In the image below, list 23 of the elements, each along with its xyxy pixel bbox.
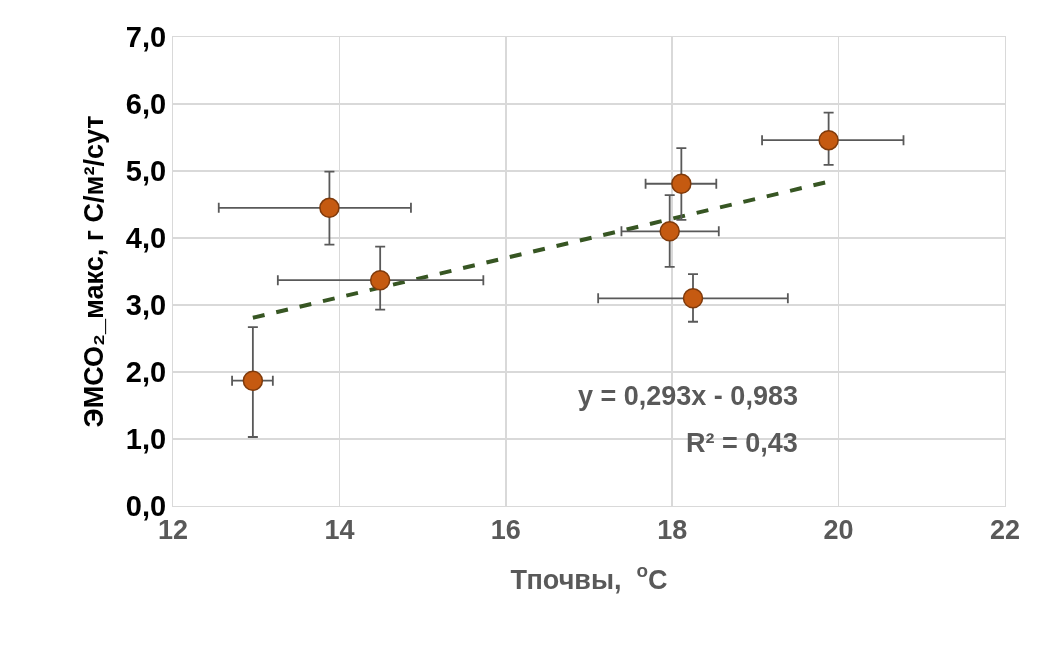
x-tick-label: 22 <box>989 515 1021 546</box>
annotation: y = 0,293x - 0,983 <box>578 381 798 411</box>
x-tick-label: 16 <box>490 515 521 546</box>
point <box>682 288 704 309</box>
annotation: R² = 0,43 <box>686 428 798 458</box>
point <box>659 221 680 242</box>
point <box>369 269 391 291</box>
y-tick-label: 7,0 <box>125 21 167 54</box>
point <box>671 173 692 194</box>
y-tick-label: 1,0 <box>125 423 167 456</box>
y-tick-label: 3,0 <box>125 289 167 322</box>
point <box>242 370 264 391</box>
y-tick-label: 6,0 <box>125 88 167 121</box>
y-axis-title: ЭМСО₂_макс, г С/м²/сут <box>78 115 109 428</box>
x-tick-label: 18 <box>657 515 688 546</box>
x-tick-label: 14 <box>324 515 355 546</box>
point <box>818 129 839 151</box>
y-tick-label: 5,0 <box>125 155 167 188</box>
y-tick-label: 4,0 <box>125 222 167 255</box>
y-tick-label: 2,0 <box>125 356 167 389</box>
x-tick-label: 20 <box>823 515 854 546</box>
point <box>319 197 340 219</box>
x-axis-title: Тпочвы, $^{o}$С <box>510 560 668 595</box>
